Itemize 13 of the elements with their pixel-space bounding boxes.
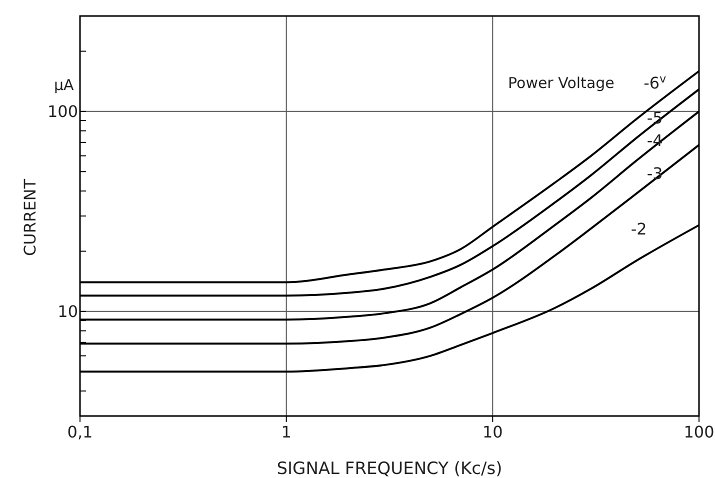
x-tick-label: 100 — [684, 422, 714, 442]
series-label: -5 — [646, 108, 663, 128]
y-axis-title: CURRENT — [20, 178, 40, 256]
x-tick-label: 1 — [281, 422, 292, 442]
series-label: -6$^{v}$ — [644, 72, 667, 93]
series-label: -3 — [646, 164, 663, 184]
text: μA — [54, 76, 74, 94]
x-tick-label: 10 — [482, 422, 503, 442]
series-label: -2 — [630, 219, 647, 238]
x-axis-title: SIGNAL FREQUENCY (Kc/s) — [276, 459, 502, 478]
series-label: -4 — [646, 131, 663, 150]
x-tick-label: 0,1 — [67, 422, 93, 442]
legend-title: Power Voltage — [508, 74, 614, 92]
